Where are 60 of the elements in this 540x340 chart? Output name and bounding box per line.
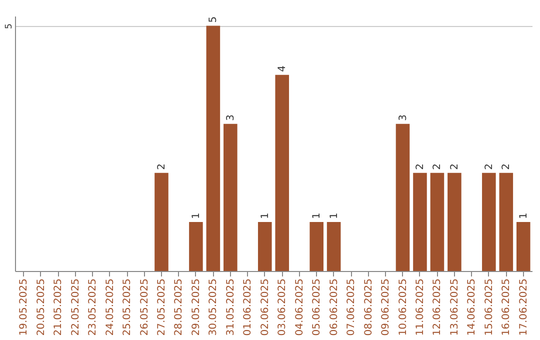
data-label: 3 [398,114,409,121]
x-tick-label: 20.05.2025 [36,278,47,336]
x-tick-label: 07.06.2025 [346,278,358,336]
bar [516,222,530,271]
x-tick-label: 24.05.2025 [104,278,116,336]
x-tick-label: 16.06.2025 [501,278,512,336]
x-tick-label: 14.06.2025 [466,278,478,336]
bar [206,26,220,271]
data-label: 1 [312,212,323,219]
x-tick-label: 12.06.2025 [432,278,444,336]
bar [258,222,272,271]
x-tick-label: 06.06.2025 [328,278,340,336]
data-label: 1 [260,212,271,219]
bar [413,172,427,271]
data-label: 2 [449,164,460,170]
bar [326,222,341,271]
bar [310,222,324,271]
data-label: 1 [190,212,202,219]
x-tick-label: 28.05.2025 [174,278,185,336]
x-tick-label: 23.05.2025 [88,278,99,336]
x-tick-label: 22.05.2025 [70,278,82,336]
data-label: 2 [484,164,495,170]
data-label: 1 [518,212,530,219]
x-tick-label: 31.05.2025 [225,278,236,336]
x-tick-label: 08.06.2025 [363,278,374,336]
bar [430,172,444,271]
x-tick-label: 29.05.2025 [190,278,202,336]
x-tick-label: 13.06.2025 [449,278,460,336]
x-tick-label: 02.06.2025 [260,278,271,336]
bar [224,124,238,271]
x-tick-label: 25.05.2025 [122,278,134,336]
data-label: 4 [277,65,288,72]
data-label: 3 [225,114,236,121]
bar [154,172,168,271]
x-tick-label: 21.05.2025 [53,278,64,336]
data-label: 2 [432,164,444,170]
x-tick-label: 27.05.2025 [156,278,168,336]
data-label: 2 [414,164,426,170]
x-tick-label: 01.06.2025 [242,278,254,336]
x-tick-label: 04.06.2025 [294,278,306,336]
bar [189,222,203,271]
x-tick-label: 11.06.2025 [414,278,426,336]
bar [448,172,462,271]
data-label: 2 [156,164,168,170]
x-tick-label: 17.06.2025 [518,278,530,336]
data-label: 1 [328,212,340,219]
x-tick-label: 05.06.2025 [312,278,323,336]
bar [396,124,410,271]
x-tick-label: 09.06.2025 [380,278,392,336]
data-label: 2 [501,164,512,170]
x-tick-label: 19.05.2025 [18,278,30,336]
bar [482,172,496,271]
data-label: 5 [208,16,220,23]
x-tick-label: 26.05.2025 [139,278,150,336]
x-tick-label: 30.05.2025 [208,278,220,336]
x-tick-label: 03.06.2025 [277,278,288,336]
bar [275,74,290,271]
bar [499,172,514,271]
x-tick-label: 15.06.2025 [484,278,495,336]
x-tick-label: 10.06.2025 [398,278,409,336]
